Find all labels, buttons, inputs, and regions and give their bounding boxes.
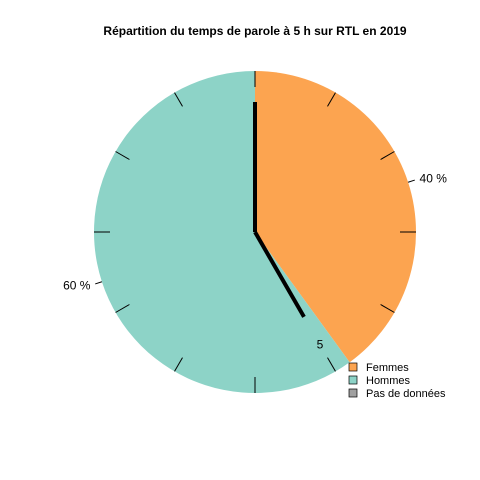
clock-tick (380, 151, 395, 160)
pie-slice-femmes (255, 71, 416, 363)
clock-tick (327, 357, 336, 372)
slice-label-leader (407, 179, 415, 183)
clock-ticks (94, 71, 416, 393)
clock-tick (327, 92, 336, 107)
legend-swatch (348, 362, 358, 372)
legend-label: Femmes (366, 362, 409, 374)
legend-label: Hommes (366, 375, 411, 387)
chart-title: Répartition du temps de parole à 5 h sur… (103, 24, 407, 38)
clock-tick (174, 92, 183, 107)
clock-tick (380, 304, 395, 313)
legend-swatch (348, 388, 358, 398)
slice-label: 40 % (420, 172, 448, 186)
slice-label-leader (95, 281, 103, 285)
clock-hour-hand (253, 230, 306, 318)
legend-label: Pas de données (366, 388, 446, 400)
clock-tick (115, 304, 130, 313)
clock-tick (174, 357, 183, 372)
slice-labels: 40 % 60 % (63, 172, 447, 293)
legend-swatch (348, 375, 358, 385)
clock-tick (115, 151, 130, 160)
pie-slices (93, 71, 416, 394)
pie-slice-hommes (93, 71, 350, 394)
slice-label: 60 % (63, 278, 91, 292)
clock-hour-label: 5 (317, 338, 324, 352)
